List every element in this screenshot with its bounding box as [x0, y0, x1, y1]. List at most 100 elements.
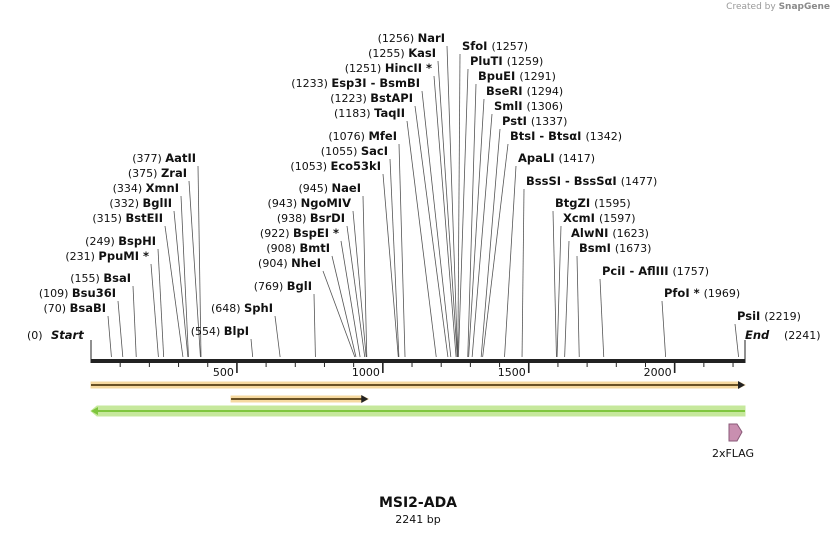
leader-line-mfei: [398, 143, 406, 358]
svg-text:PsiI (2219): PsiI (2219): [737, 309, 801, 323]
sequence-backbone: [91, 359, 745, 363]
leader-line-esp3i: [421, 90, 452, 358]
site-nhei[interactable]: (904) NheI: [258, 256, 321, 270]
site-xmni[interactable]: (334) XmnI: [113, 181, 179, 195]
site-alwni[interactable]: AlwNI (1623): [571, 226, 649, 240]
site-nari[interactable]: (1256) NarI: [378, 31, 445, 45]
svg-text:(332) BglII: (332) BglII: [109, 196, 172, 210]
site-bsu36i[interactable]: (109) Bsu36I: [39, 286, 116, 300]
leader-line-bstapi: [414, 105, 449, 358]
leader-line-bsai: [132, 285, 137, 358]
leader-line-bsssi: [521, 188, 525, 358]
leader-line-eco53ki: [382, 173, 399, 358]
flag-feature-arrow[interactable]: [728, 423, 743, 442]
features-track: [90, 381, 747, 417]
leader-line-bseri: [468, 98, 485, 358]
svg-text:(109) Bsu36I: (109) Bsu36I: [39, 286, 116, 300]
site-bsrdi[interactable]: (938) BsrDI: [277, 211, 345, 225]
leader-line-taqii: [406, 120, 437, 358]
leader-line-aatii: [197, 165, 202, 358]
leader-line-bgli: [313, 293, 316, 358]
site-leader-lines: [107, 45, 739, 358]
site-esp3i[interactable]: (1233) Esp3I - BsmBI: [291, 76, 420, 90]
site-bglii[interactable]: (332) BglII: [109, 196, 172, 210]
site-zrai[interactable]: (375) ZraI: [128, 166, 187, 180]
svg-text:(1256) NarI: (1256) NarI: [378, 31, 445, 45]
site-pluti[interactable]: PluTI (1259): [470, 54, 543, 68]
site-hincii[interactable]: (1251) HincII *: [345, 61, 432, 75]
leader-line-kasi: [437, 60, 458, 358]
site-bspei[interactable]: (922) BspEI *: [260, 226, 339, 240]
site-bpuei[interactable]: BpuEI (1291): [478, 69, 556, 83]
svg-text:(1251) HincII *: (1251) HincII *: [345, 61, 432, 75]
svg-text:(1183) TaqII: (1183) TaqII: [334, 106, 405, 120]
leader-line-btgzi: [552, 210, 557, 358]
leader-line-ppumi: [150, 263, 159, 358]
svg-text:(769) BglI: (769) BglI: [254, 279, 312, 293]
site-ngomiv[interactable]: (943) NgoMIV: [268, 196, 352, 210]
svg-text:SfoI (1257): SfoI (1257): [462, 39, 528, 53]
svg-text:(945) NaeI: (945) NaeI: [298, 181, 361, 195]
svg-text:(1233) Esp3I - BsmBI: (1233) Esp3I - BsmBI: [291, 76, 420, 90]
svg-text:(908) BmtI: (908) BmtI: [266, 241, 330, 255]
site-taqii[interactable]: (1183) TaqII: [334, 106, 405, 120]
svg-text:PluTI (1259): PluTI (1259): [470, 54, 543, 68]
leader-line-bmti: [331, 255, 357, 358]
svg-text:(315) BstEII: (315) BstEII: [92, 211, 163, 225]
site-sfoi[interactable]: SfoI (1257): [462, 39, 528, 53]
site-bsteii[interactable]: (315) BstEII: [92, 211, 163, 225]
site-bsmi[interactable]: BsmI (1673): [579, 241, 651, 255]
leader-line-nhei: [322, 270, 356, 358]
svg-text:(648) SphI: (648) SphI: [211, 301, 273, 315]
site-apali[interactable]: ApaLI (1417): [518, 151, 595, 165]
start-position: (0): [27, 329, 43, 342]
site-eco53ki[interactable]: (1053) Eco53kI: [290, 159, 381, 173]
svg-text:(249) BspHI: (249) BspHI: [85, 234, 156, 248]
svg-text:ApaLI (1417): ApaLI (1417): [518, 151, 595, 165]
site-aatii[interactable]: (377) AatII: [132, 151, 196, 165]
site-pcii[interactable]: PciI - AflIII (1757): [602, 264, 709, 278]
svg-text:(1255) KasI: (1255) KasI: [368, 46, 436, 60]
site-bmti[interactable]: (908) BmtI: [266, 241, 330, 255]
site-btsi[interactable]: BtsI - BtsαI (1342): [510, 129, 622, 143]
leader-line-apali: [504, 165, 517, 358]
site-psti[interactable]: PstI (1337): [502, 114, 567, 128]
svg-text:BpuEI (1291): BpuEI (1291): [478, 69, 556, 83]
leader-line-bsu36i: [117, 300, 124, 358]
site-blpi[interactable]: (554) BlpI: [191, 324, 249, 338]
svg-text:BtgZI (1595): BtgZI (1595): [555, 196, 631, 210]
site-sphi[interactable]: (648) SphI: [211, 301, 273, 315]
site-btgzi[interactable]: BtgZI (1595): [555, 196, 631, 210]
site-kasi[interactable]: (1255) KasI: [368, 46, 436, 60]
site-psii[interactable]: PsiI (2219): [737, 309, 801, 323]
arrowhead-orange-short: [361, 395, 369, 403]
leader-line-blpi: [250, 338, 254, 358]
credit-prefix: Created by: [726, 2, 776, 12]
site-bgli[interactable]: (769) BglI: [254, 279, 312, 293]
site-bstapi[interactable]: (1223) BstAPI: [330, 91, 413, 105]
site-labels: (1256) NarI(1255) KasI(1251) HincII *(12…: [39, 31, 801, 338]
site-saci[interactable]: (1055) SacI: [321, 144, 388, 158]
site-mfei[interactable]: (1076) MfeI: [328, 129, 397, 143]
leader-line-pluti: [458, 68, 469, 358]
svg-text:(904) NheI: (904) NheI: [258, 256, 321, 270]
leader-line-naei: [362, 195, 368, 358]
site-bseri[interactable]: BseRI (1294): [486, 84, 563, 98]
site-bsai[interactable]: (155) BsaI: [70, 271, 131, 285]
site-ppumi[interactable]: (231) PpuMI *: [65, 249, 149, 263]
site-bsphi[interactable]: (249) BspHI: [85, 234, 156, 248]
site-smli[interactable]: SmlI (1306): [494, 99, 563, 113]
site-xcmi[interactable]: XcmI (1597): [563, 211, 636, 225]
site-naei[interactable]: (945) NaeI: [298, 181, 361, 195]
svg-text:(938) BsrDI: (938) BsrDI: [277, 211, 345, 225]
leader-line-xmni: [180, 195, 189, 358]
svg-text:(1055) SacI: (1055) SacI: [321, 144, 388, 158]
svg-text:BseRI (1294): BseRI (1294): [486, 84, 563, 98]
tick-label-500: 500: [213, 366, 234, 379]
site-pfoi[interactable]: PfoI * (1969): [664, 286, 740, 300]
snapgene-credit: Created by SnapGene: [726, 2, 830, 12]
leader-line-bsteii: [164, 225, 184, 358]
site-bsabi[interactable]: (70) BsaBI: [44, 301, 107, 315]
site-bsssi[interactable]: BssSI - BssSαI (1477): [526, 174, 657, 188]
